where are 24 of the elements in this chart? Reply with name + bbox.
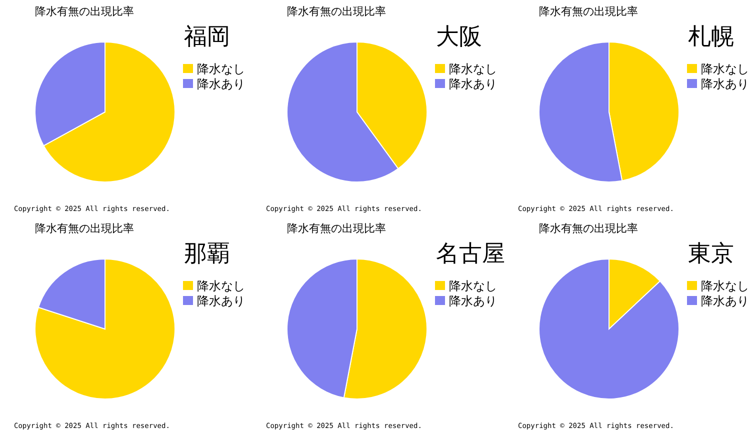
chart-title: 降水有無の出現比率 xyxy=(539,222,638,235)
legend-label: 降水なし xyxy=(701,279,749,293)
chart-subtitle: 名古屋 xyxy=(436,241,505,267)
legend-label: 降水あり xyxy=(701,77,749,91)
chart-subtitle: 札幌 xyxy=(688,24,734,50)
legend-label: 降水なし xyxy=(197,62,245,76)
chart-title: 降水有無の出現比率 xyxy=(287,5,386,18)
chart-title: 降水有無の出現比率 xyxy=(35,5,134,18)
legend-label: 降水なし xyxy=(701,62,749,76)
chart-title: 降水有無の出現比率 xyxy=(35,222,134,235)
chart-title: 降水有無の出現比率 xyxy=(287,222,386,235)
legend-label: 降水あり xyxy=(449,77,497,91)
legend-label: 降水あり xyxy=(197,294,245,308)
legend-label: 降水なし xyxy=(449,279,497,293)
chart-subtitle: 大阪 xyxy=(436,24,482,50)
chart-subtitle: 那覇 xyxy=(184,241,230,267)
legend-label: 降水なし xyxy=(449,62,497,76)
legend-label: 降水なし xyxy=(197,279,245,293)
chart-subtitle: 福岡 xyxy=(184,24,230,50)
legend-label: 降水あり xyxy=(701,294,749,308)
chart-title: 降水有無の出現比率 xyxy=(539,5,638,18)
chart-subtitle: 東京 xyxy=(688,241,734,267)
legend-label: 降水あり xyxy=(449,294,497,308)
legend-label: 降水あり xyxy=(197,77,245,91)
